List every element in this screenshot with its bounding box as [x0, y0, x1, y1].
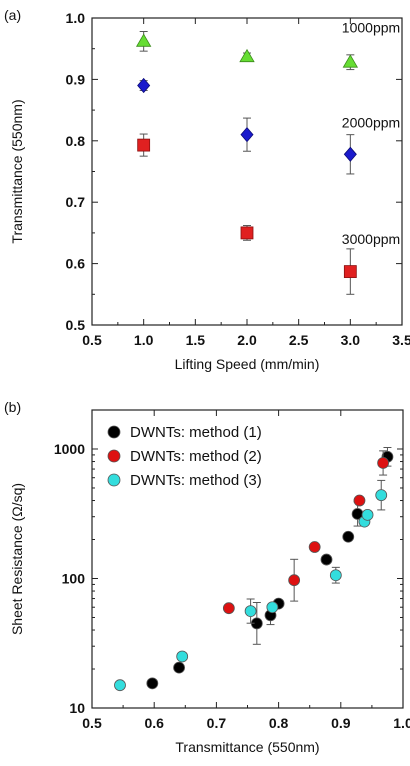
x-axis-title: Lifting Speed (mm/min): [175, 356, 320, 372]
data-point: [343, 146, 357, 162]
y-axis-title: Sheet Resistance (Ω/sq): [9, 483, 25, 635]
y-tick-label: 0.9: [66, 71, 86, 87]
x-tick-label: 1.0: [134, 332, 154, 348]
x-tick-label: 0.8: [269, 715, 289, 731]
y-tick-label: 0.6: [66, 256, 86, 272]
series-annotation: 1000ppm: [342, 20, 400, 36]
data-point: [137, 77, 151, 94]
data-point: [288, 574, 301, 587]
data-point: [329, 569, 342, 582]
data-point: [308, 541, 321, 553]
legend-marker: [107, 449, 121, 463]
x-tick-label: 1.0: [393, 715, 410, 731]
x-tick-label: 1.5: [186, 332, 206, 348]
y-tick-label: 1000: [54, 441, 85, 457]
y-tick-label: 0.5: [66, 317, 86, 333]
data-point: [137, 138, 151, 152]
x-tick-label: 3.0: [341, 332, 361, 348]
y-tick-label: 1.0: [66, 10, 86, 26]
x-axis-title: Transmittance (550nm): [175, 739, 319, 755]
data-point: [222, 602, 235, 615]
panel-label: (a): [4, 7, 21, 23]
data-point: [146, 677, 159, 690]
legend-label: DWNTs: method (2): [130, 448, 262, 465]
series-annotation: 2000ppm: [342, 114, 400, 130]
legend-marker: [107, 473, 121, 487]
data-point: [361, 508, 374, 521]
x-tick-label: 2.0: [237, 332, 257, 348]
data-point: [266, 601, 279, 614]
x-tick-label: 0.9: [331, 715, 351, 731]
panel-label: (b): [4, 399, 21, 415]
y-axis-title: Transmittance (550nm): [9, 99, 25, 243]
data-point: [114, 679, 126, 692]
data-point: [320, 553, 333, 566]
x-tick-label: 0.6: [144, 715, 164, 731]
data-point: [135, 33, 152, 47]
data-point: [173, 661, 185, 674]
data-point: [342, 54, 359, 68]
data-point: [343, 265, 357, 278]
x-tick-label: 3.5: [392, 332, 410, 348]
chart-panel-a: 0.5 1.0 1.5 2.0 2.5 3.0 3.5 0.5 0.6 0.7 0.8 0.9 1.0 L…: [4, 7, 410, 372]
y-tick-label: 0.8: [66, 133, 86, 149]
data-point: [240, 127, 254, 143]
legend-marker: [107, 425, 121, 439]
data-point: [342, 530, 355, 543]
data-point: [240, 226, 254, 240]
x-tick-label: 0.7: [207, 715, 227, 731]
y-tick-label: 10: [69, 700, 85, 716]
legend-label: DWNTs: method (1): [130, 424, 262, 441]
data-point: [239, 48, 255, 63]
x-tick-label: 0.5: [82, 715, 102, 731]
y-tick-label: 100: [62, 570, 86, 586]
data-point: [353, 494, 366, 507]
series-annotation: 3000ppm: [342, 231, 400, 247]
data-point: [176, 650, 189, 663]
x-tick-label: 0.5: [82, 332, 102, 348]
data-point: [375, 489, 388, 502]
legend-label: DWNTs: method (3): [130, 472, 262, 489]
y-tick-label: 0.7: [66, 194, 86, 210]
x-tick-label: 2.5: [289, 332, 309, 348]
data-point: [244, 605, 257, 618]
chart-panel-b: 0.5 0.6 0.7 0.8 0.9 1.0 10 100 1000 Transmittance…: [4, 399, 410, 755]
data-point: [377, 457, 389, 469]
